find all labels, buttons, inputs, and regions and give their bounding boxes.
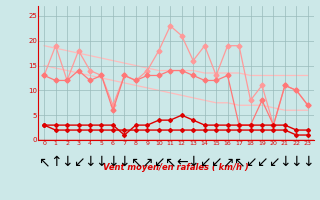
X-axis label: Vent moyen/en rafales ( km/h ): Vent moyen/en rafales ( km/h ) [103, 163, 249, 172]
